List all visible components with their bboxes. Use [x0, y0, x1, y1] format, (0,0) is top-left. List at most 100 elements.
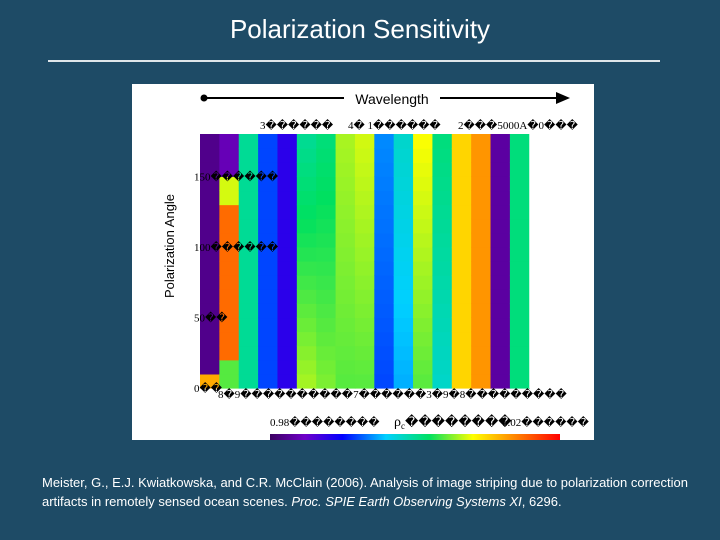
heatmap-cell — [316, 190, 337, 206]
heatmap-cell — [335, 303, 356, 319]
heatmap-cell — [258, 232, 279, 248]
heatmap-cell — [413, 134, 434, 149]
heatmap-cell — [277, 373, 298, 389]
heatmap-cell — [413, 359, 434, 375]
heatmap-cell — [316, 261, 337, 276]
heatmap-cell — [219, 359, 240, 375]
heatmap-cell — [509, 218, 530, 234]
title-divider — [48, 60, 660, 62]
heatmap-cell — [509, 261, 530, 276]
heatmap-cell — [258, 359, 279, 375]
heatmap-cell — [393, 218, 414, 234]
heatmap-cell — [490, 261, 511, 276]
heatmap-cell — [451, 303, 472, 319]
heatmap-cell — [490, 331, 511, 347]
heatmap-cell — [471, 190, 492, 206]
heatmap-cell — [258, 204, 279, 220]
heatmap-cell — [316, 204, 337, 220]
heatmap-cell — [432, 232, 453, 248]
heatmap-cell — [509, 289, 530, 304]
heatmap-cell — [413, 275, 434, 290]
heatmap-cell — [296, 134, 317, 149]
heatmap-cell — [451, 275, 472, 290]
heatmap-cell — [277, 190, 298, 206]
citation-volume: , 6296. — [521, 494, 562, 509]
heatmap-cell — [393, 373, 414, 389]
citation-journal: Proc. SPIE Earth Observing Systems XI — [291, 494, 522, 509]
heatmap-cell — [509, 148, 530, 163]
heatmap-cell — [471, 204, 492, 220]
heatmap-cell — [277, 289, 298, 304]
heatmap-cell — [393, 134, 414, 149]
heatmap-cell — [354, 317, 375, 333]
heatmap-cell — [296, 289, 317, 304]
heatmap-cell — [413, 190, 434, 206]
heatmap-cell — [316, 162, 337, 177]
heatmap-cell — [432, 134, 453, 149]
heatmap-cell — [200, 359, 220, 375]
y-tick-label: 150������ — [194, 169, 279, 183]
heatmap-cell — [471, 134, 492, 149]
heatmap-cell — [219, 261, 240, 276]
heatmap-cell — [238, 204, 259, 220]
heatmap-cell — [277, 176, 298, 192]
heatmap-cell — [490, 134, 511, 149]
heatmap-cell — [471, 359, 492, 375]
heatmap-cell — [219, 190, 240, 206]
heatmap-cell — [374, 246, 395, 262]
heatmap-cell — [451, 134, 472, 149]
heatmap-cell — [432, 373, 453, 389]
heatmap-cell — [335, 134, 356, 149]
heatmap-cell — [277, 331, 298, 347]
heatmap-cell — [374, 162, 395, 177]
heatmap-cell — [354, 218, 375, 234]
heatmap-cell — [490, 345, 511, 361]
heatmap-cell — [374, 303, 395, 319]
colorbar-max-label: 1.02������ — [502, 415, 590, 429]
heatmap-cell — [432, 331, 453, 347]
heatmap-cell — [393, 359, 414, 375]
heatmap-cell — [296, 162, 317, 177]
heatmap-cell — [296, 246, 317, 262]
heatmap-cell — [354, 261, 375, 276]
heatmap-cell — [451, 148, 472, 163]
heatmap-cell — [219, 275, 240, 290]
heatmap-cell — [451, 176, 472, 192]
heatmap-cell — [200, 373, 220, 389]
heatmap-cell — [413, 303, 434, 319]
heatmap-cell — [374, 275, 395, 290]
heatmap-cell — [277, 204, 298, 220]
heatmap-cell — [238, 261, 259, 276]
heatmap-cell — [238, 246, 259, 262]
heatmap-cell — [354, 204, 375, 220]
heatmap-cell — [393, 275, 414, 290]
heatmap-cell — [354, 359, 375, 375]
heatmap-cell — [354, 345, 375, 361]
heatmap-cell — [354, 232, 375, 248]
heatmap-cell — [238, 190, 259, 206]
heatmap-cell — [490, 190, 511, 206]
chart-title: Wavelength — [355, 91, 428, 107]
heatmap-cell — [374, 345, 395, 361]
bottom-tick-label: 8�9����������7������3�9�8��������� — [218, 387, 568, 401]
heatmap-cell — [316, 134, 337, 149]
heatmap-cell — [335, 148, 356, 163]
heatmap-cell — [200, 261, 220, 276]
heatmap-cell — [413, 345, 434, 361]
heatmap-cell — [219, 303, 240, 319]
colorbar — [270, 434, 560, 440]
citation: Meister, G., E.J. Kwiatkowska, and C.R. … — [42, 473, 692, 511]
heatmap-cell — [238, 317, 259, 333]
heatmap-cell — [296, 148, 317, 163]
heatmap-cell — [296, 275, 317, 290]
heatmap-cell — [335, 218, 356, 234]
heatmap-cell — [413, 218, 434, 234]
heatmap-cell — [200, 331, 220, 347]
heatmap-cell — [219, 134, 240, 149]
heatmap-cell — [200, 345, 220, 361]
heatmap-cell — [277, 246, 298, 262]
heatmap-cell — [354, 331, 375, 347]
heatmap-cell — [219, 331, 240, 347]
heatmap-cell — [393, 289, 414, 304]
heatmap-cell — [277, 232, 298, 248]
